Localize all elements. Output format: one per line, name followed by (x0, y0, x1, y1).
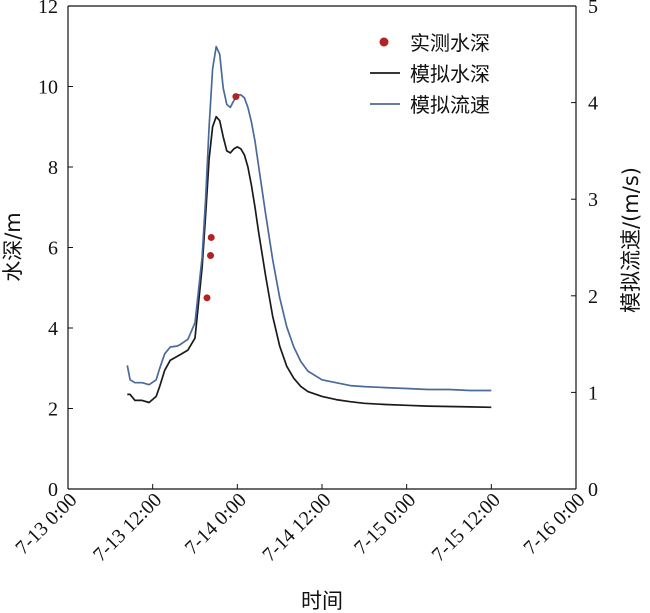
y-right-tick-label: 1 (588, 382, 598, 404)
y-left-tick-label: 10 (38, 77, 58, 99)
y-left-tick-label: 0 (48, 479, 58, 501)
data-point (207, 233, 215, 241)
y-right-axis-title: 模拟流速/(m/s) (619, 167, 643, 313)
legend-label: 模拟流速 (410, 93, 490, 117)
y-right-tick-label: 5 (588, 0, 598, 18)
y-left-tick-label: 6 (48, 238, 58, 260)
legend-marker (379, 37, 389, 47)
data-point (207, 252, 215, 260)
y-right-tick-label: 3 (588, 189, 598, 211)
data-point (203, 294, 211, 302)
x-tick-label: 7-14 0:00 (181, 489, 251, 559)
legend-label: 实测水深 (410, 31, 490, 55)
y-left-tick-label: 8 (48, 157, 58, 179)
y-left-tick-label: 4 (48, 318, 58, 340)
x-tick-label: 7-16 0:00 (519, 489, 589, 559)
x-tick-label: 7-14 12:00 (258, 489, 335, 566)
points-layer (203, 93, 240, 302)
y-left-tick-label: 12 (38, 0, 58, 18)
x-tick-label: 7-13 0:00 (11, 489, 81, 559)
y-right-tick-label: 0 (588, 479, 598, 501)
series-line (127, 115, 492, 409)
x-tick-label: 7-13 12:00 (89, 489, 166, 566)
x-tick-label: 7-15 12:00 (428, 489, 505, 566)
data-point (232, 93, 240, 101)
y-right-tick-label: 4 (588, 93, 598, 115)
y-left-axis-title: 水深/m (1, 212, 25, 282)
x-axis-title: 时间 (301, 589, 343, 613)
y-left-tick-label: 2 (48, 399, 58, 421)
legend-label: 模拟水深 (410, 62, 490, 86)
y-right-tick-label: 2 (588, 286, 598, 308)
x-tick-label: 7-15 0:00 (350, 489, 420, 559)
